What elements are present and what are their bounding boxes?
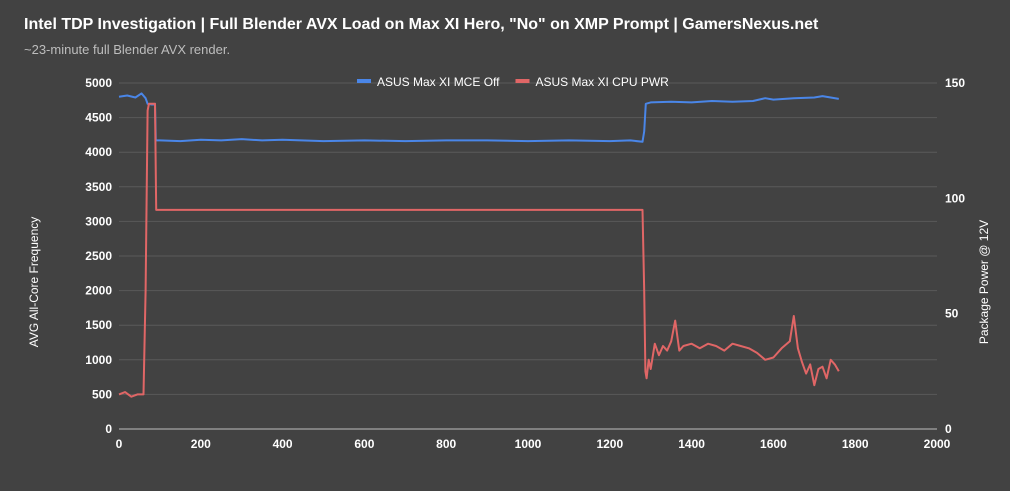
- legend: ASUS Max XI MCE Off ASUS Max XI CPU PWR: [357, 75, 669, 89]
- y-axis-ticks: 0 500 1000 1500 2000 2500 3000 3500 4000 4500 5000: [85, 76, 112, 436]
- chart-title: Intel TDP Investigation | Full Blender A…: [24, 16, 819, 33]
- legend-label: ASUS Max XI MCE Off: [377, 75, 500, 89]
- x-axis-ticks: 0 200 400 600 800 1000 1200 1400 1600 1800 2000: [116, 437, 951, 451]
- y-tick-label: 4000: [85, 145, 112, 159]
- x-tick-label: 600: [354, 437, 374, 451]
- y-tick-label: 2500: [85, 249, 112, 263]
- gridlines: [119, 82, 937, 430]
- y-tick-label: 4500: [85, 111, 112, 125]
- y2-tick-label: 0: [945, 422, 952, 436]
- y-tick-label: 500: [92, 387, 112, 401]
- x-tick-label: 0: [116, 437, 123, 451]
- y-tick-label: 2000: [85, 284, 112, 298]
- y-tick-label: 0: [105, 422, 112, 436]
- chart-subtitle: ~23-minute full Blender AVX render.: [24, 42, 231, 57]
- x-tick-label: 400: [273, 437, 293, 451]
- x-tick-label: 1200: [596, 437, 623, 451]
- y2-tick-label: 50: [945, 307, 959, 321]
- y-tick-label: 3000: [85, 214, 112, 228]
- y2-tick-label: 150: [945, 76, 965, 90]
- y2-tick-label: 100: [945, 191, 965, 205]
- y-tick-label: 1500: [85, 318, 112, 332]
- y-tick-label: 3500: [85, 180, 112, 194]
- x-tick-label: 200: [191, 437, 211, 451]
- x-tick-label: 1000: [515, 437, 542, 451]
- series-layer: [118, 92, 840, 398]
- legend-swatch: [357, 79, 371, 83]
- x-tick-label: 1600: [760, 437, 787, 451]
- y-tick-label: 1000: [85, 353, 112, 367]
- series-line-2: [118, 102, 840, 398]
- legend-label: ASUS Max XI CPU PWR: [535, 75, 669, 89]
- x-tick-label: 800: [436, 437, 456, 451]
- legend-swatch: [515, 79, 530, 83]
- x-tick-label: 2000: [924, 437, 951, 451]
- x-tick-label: 1400: [678, 437, 705, 451]
- y-axis-title: AVG All-Core Frequency: [27, 217, 41, 348]
- y-tick-label: 5000: [85, 76, 112, 90]
- x-tick-label: 1800: [842, 437, 869, 451]
- y2-axis-title: Package Power @ 12V: [977, 220, 991, 344]
- y2-axis-ticks: 0 50 100 150: [945, 76, 965, 436]
